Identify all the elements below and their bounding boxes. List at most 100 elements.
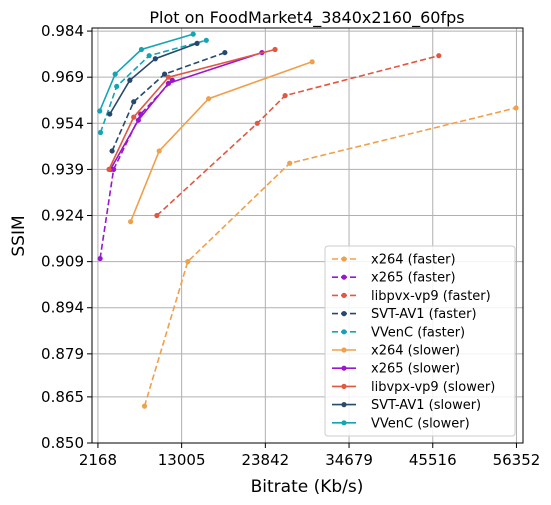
legend-label: libvpx-vp9 (slower): [371, 380, 495, 395]
legend-swatch-marker: [341, 347, 347, 353]
data-point: [128, 219, 134, 225]
series-line: [156, 54, 440, 217]
data-point: [206, 96, 212, 102]
legend-box: [324, 245, 516, 437]
legend-label: x265 (slower): [371, 362, 460, 377]
legend-swatch-marker: [341, 365, 347, 371]
legend-item: libpvx-vp9 (faster): [332, 289, 491, 304]
legend-swatch-marker: [341, 274, 347, 280]
series-2: [154, 53, 442, 219]
data-point: [114, 83, 120, 90]
y-tick-label: 0.924: [41, 207, 84, 225]
legend-item: SVT-AV1 (faster): [332, 307, 477, 322]
series-line: [129, 61, 313, 223]
x-tick-label: 13005: [158, 451, 206, 469]
legend-swatch-marker: [341, 256, 347, 262]
grid-layer: [92, 28, 523, 444]
series-layer: [97, 31, 519, 409]
series-0: [141, 105, 519, 409]
data-point: [309, 59, 315, 65]
x-tick-label: 34679: [325, 451, 373, 469]
legend-item: x264 (slower): [332, 344, 460, 359]
data-point: [165, 80, 172, 86]
data-point: [513, 105, 519, 111]
data-point: [154, 212, 160, 219]
data-point: [436, 53, 442, 59]
legend-label: x265 (faster): [371, 271, 456, 286]
data-point: [97, 129, 104, 136]
data-point: [152, 56, 158, 62]
x-tick-label: 56352: [493, 451, 541, 469]
data-point: [131, 99, 137, 105]
data-point: [112, 71, 118, 77]
legend-item: x264 (faster): [332, 253, 456, 268]
legend-label: VVenC (slower): [371, 416, 470, 431]
y-tick-label: 0.969: [41, 68, 84, 86]
data-point: [156, 148, 162, 154]
plot-frame: [91, 27, 524, 444]
data-point: [162, 71, 168, 77]
series-line: [109, 51, 263, 170]
data-point: [190, 31, 196, 37]
y-tick-label: 0.984: [41, 22, 84, 40]
series-4: [97, 37, 209, 136]
y-tick-label: 0.894: [41, 299, 84, 317]
x-tick-label: 2168: [79, 451, 117, 469]
x-axis: 2168 13005 23842 34679 45516 56352: [79, 443, 540, 469]
data-point: [106, 166, 112, 173]
series-line: [109, 42, 198, 115]
chart-title: Plot on FoodMarket4_3840x2160_60fps: [149, 8, 464, 28]
data-point: [254, 120, 260, 126]
series-line: [143, 107, 517, 407]
legend-swatch-marker: [341, 383, 347, 389]
y-tick-label: 0.850: [41, 434, 84, 452]
data-point: [146, 53, 152, 59]
legend-swatch-marker: [341, 311, 347, 317]
data-point: [222, 49, 228, 56]
data-point: [141, 403, 148, 409]
y-tick-label: 0.939: [41, 160, 84, 178]
y-tick-label: 0.865: [41, 388, 84, 406]
legend-label: x264 (slower): [371, 344, 460, 359]
data-point: [272, 46, 278, 53]
data-point: [287, 160, 293, 166]
data-point: [135, 117, 141, 123]
data-point: [138, 46, 145, 53]
legend-label: x264 (faster): [371, 253, 456, 268]
series-5: [128, 59, 315, 225]
data-point: [127, 77, 133, 83]
legend-label: SVT-AV1 (faster): [371, 307, 477, 322]
data-point: [203, 37, 209, 43]
data-point: [282, 93, 288, 99]
series-8: [107, 40, 200, 117]
legend-item: x265 (slower): [332, 362, 460, 377]
series-3: [109, 49, 228, 154]
legend-label: SVT-AV1 (slower): [371, 398, 481, 413]
y-tick-label: 0.909: [41, 253, 84, 271]
legend-label: VVenC (faster): [371, 325, 465, 340]
data-point: [165, 74, 172, 80]
series-line: [108, 48, 276, 170]
legend-label: libpvx-vp9 (faster): [371, 289, 491, 304]
y-axis-title: SSIM: [9, 215, 29, 256]
x-tick-label: 45516: [409, 451, 457, 469]
legend-item: SVT-AV1 (slower): [332, 398, 481, 413]
series-line: [98, 33, 194, 112]
legend-swatch-marker: [341, 292, 347, 298]
data-point: [131, 114, 137, 120]
legend-swatch-marker: [341, 329, 347, 335]
legend-item: VVenC (faster): [332, 325, 465, 340]
series-line: [111, 51, 226, 152]
data-point: [107, 111, 113, 117]
x-axis-title: Bitrate (Kb/s): [251, 477, 364, 497]
data-point: [109, 148, 115, 154]
series-7: [106, 46, 278, 173]
legend: x264 (faster) x265 (faster) libpvx-vp9 (fa…: [324, 245, 516, 437]
x-tick-label: 23842: [241, 451, 289, 469]
y-tick-label: 0.879: [41, 345, 84, 363]
series-9: [97, 31, 196, 114]
data-point: [97, 108, 103, 114]
series-6: [107, 49, 265, 173]
legend-swatch-marker: [341, 420, 347, 426]
